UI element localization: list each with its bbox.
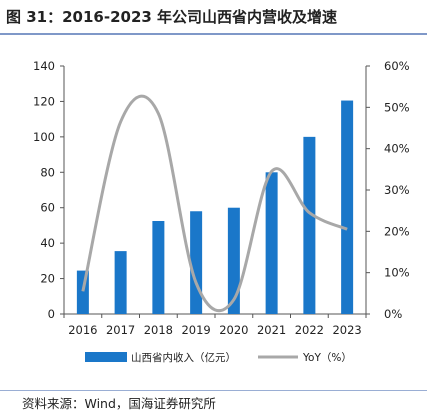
legend-label-bar: 山西省内收入（亿元） — [131, 351, 236, 364]
left-tick-label: 40 — [40, 236, 55, 250]
x-tick-label: 2016 — [68, 323, 97, 337]
bar — [341, 100, 354, 315]
left-tick-label: 0 — [48, 307, 55, 321]
left-tick-label: 60 — [40, 201, 55, 215]
bar — [114, 251, 127, 314]
x-tick-label: 2022 — [295, 323, 324, 337]
x-tick-label: 2021 — [257, 323, 286, 337]
left-tick-label: 140 — [33, 59, 55, 73]
x-tick-label: 2017 — [106, 323, 135, 337]
bar — [265, 172, 278, 314]
right-tick-label: 50% — [384, 100, 410, 114]
left-tick-label: 120 — [33, 94, 55, 108]
left-tick-label: 20 — [40, 272, 55, 286]
left-tick-label: 100 — [33, 130, 55, 144]
tick-labels: 0 20 40 60 80 100 120 140 0% 10% 20% 30% 40% 50% 60% 20… — [33, 59, 410, 337]
right-tick-label: 20% — [384, 224, 410, 238]
bar — [152, 221, 165, 314]
chart-axes — [60, 65, 370, 318]
bar — [190, 211, 203, 314]
left-tick-label: 80 — [40, 165, 55, 179]
right-tick-label: 0% — [384, 307, 402, 321]
legend-swatch-bar — [85, 352, 127, 362]
x-tick-label: 2019 — [181, 323, 210, 337]
x-tick-label: 2018 — [144, 323, 173, 337]
legend: 山西省内收入（亿元） YoY（%） — [85, 351, 352, 364]
right-tick-label: 30% — [384, 183, 410, 197]
bar — [227, 207, 240, 314]
x-tick-label: 2020 — [219, 323, 248, 337]
source-note: 资料来源：Wind，国海证券研究所 — [22, 396, 216, 411]
source-divider — [0, 390, 427, 391]
chart: 0 20 40 60 80 100 120 140 0% 10% 20% 30% 40% 50% 60% 20… — [33, 59, 410, 364]
legend-label-line: YoY（%） — [302, 352, 352, 364]
figure-title: 图 31：2016-2023 年公司山西省内营收及增速 — [6, 8, 338, 26]
title-divider — [0, 33, 427, 35]
bar-series — [76, 100, 354, 315]
x-tick-label: 2023 — [332, 323, 361, 337]
right-tick-label: 60% — [384, 59, 410, 73]
bar — [303, 136, 316, 314]
right-tick-label: 10% — [384, 266, 410, 280]
right-tick-label: 40% — [384, 142, 410, 156]
line-series — [81, 94, 348, 312]
